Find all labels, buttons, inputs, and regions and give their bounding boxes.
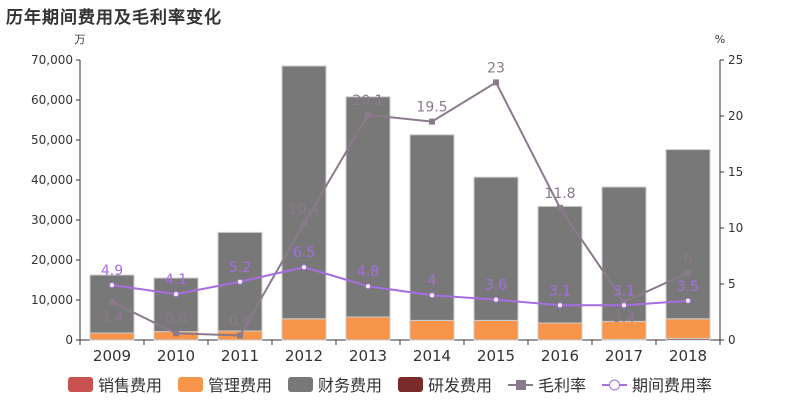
bar-管理费用: [89, 332, 135, 341]
left-axis-unit: 万: [75, 33, 86, 46]
x-tick-label: 2009: [93, 347, 131, 365]
x-tick-label: 2013: [349, 347, 387, 365]
point-期间费用率: [301, 264, 307, 271]
data-label-期间费用率: 3.5: [677, 279, 699, 295]
x-tick-label: 2017: [605, 347, 643, 365]
x-tick-label: 2011: [221, 347, 259, 365]
legend-swatch-管理费用: [178, 377, 203, 392]
legend-label: 财务费用: [318, 376, 382, 395]
x-tick-label: 2016: [541, 347, 579, 365]
point-毛利率: [109, 298, 115, 305]
point-期间费用率: [109, 282, 115, 289]
left-tick-label: 60,000: [31, 93, 73, 107]
point-期间费用率: [429, 292, 435, 299]
legend-label: 管理费用: [208, 376, 272, 395]
data-label-毛利率: 6: [684, 251, 693, 267]
bar-财务费用: [281, 65, 327, 320]
legend-swatch-财务费用: [288, 377, 313, 392]
x-tick-label: 2018: [669, 347, 707, 365]
x-tick-label: 2014: [413, 347, 451, 365]
data-label-期间费用率: 6.5: [293, 245, 315, 261]
point-毛利率: [365, 111, 371, 118]
data-label-期间费用率: 4.1: [165, 272, 187, 288]
left-tick-label: 30,000: [31, 213, 73, 227]
point-期间费用率: [173, 291, 179, 298]
left-tick-label: 50,000: [31, 133, 73, 147]
legend-label: 期间费用率: [632, 376, 712, 395]
data-label-期间费用率: 3.1: [549, 283, 571, 299]
bar-财务费用: [409, 134, 455, 321]
left-tick-label: 0: [65, 333, 73, 347]
point-期间费用率: [365, 283, 371, 290]
bar-管理费用: [345, 316, 391, 341]
point-毛利率: [429, 118, 435, 125]
data-label-毛利率: 0.4: [229, 314, 251, 330]
right-tick-label: 20: [728, 109, 743, 123]
point-毛利率: [301, 220, 307, 227]
data-label-毛利率: 3.4: [613, 310, 635, 326]
data-label-期间费用率: 5.2: [229, 260, 251, 276]
data-label-毛利率: 3.4: [101, 310, 123, 326]
point-期间费用率: [557, 302, 563, 309]
point-期间费用率: [621, 302, 627, 309]
data-label-毛利率: 11.8: [544, 186, 575, 202]
data-label-期间费用率: 4.8: [357, 264, 379, 280]
point-毛利率: [493, 79, 499, 86]
right-tick-label: 5: [728, 277, 736, 291]
point-期间费用率: [237, 278, 243, 285]
bar-管理费用: [665, 318, 711, 339]
data-label-毛利率: 0.6: [165, 311, 187, 327]
left-tick-label: 70,000: [31, 53, 73, 67]
legend-swatch-研发费用: [398, 377, 423, 392]
right-tick-label: 0: [728, 333, 736, 347]
legend-swatch-销售费用: [68, 377, 93, 392]
point-毛利率: [685, 269, 691, 276]
data-label-毛利率: 20.1: [352, 93, 383, 109]
legend-marker: [516, 380, 526, 390]
data-label-期间费用率: 4.9: [101, 263, 123, 279]
right-tick-label: 15: [728, 165, 743, 179]
line-毛利率: [111, 80, 689, 337]
point-毛利率: [621, 298, 627, 305]
point-期间费用率: [685, 297, 691, 304]
bar-管理费用: [409, 319, 455, 341]
point-毛利率: [237, 332, 243, 339]
bar-财务费用: [153, 277, 199, 333]
data-label-毛利率: 19.5: [416, 100, 447, 116]
chart-title: 历年期间费用及毛利率变化: [6, 8, 222, 28]
legend-label: 研发费用: [428, 376, 492, 395]
data-label-期间费用率: 4: [428, 273, 437, 289]
legend-label: 销售费用: [98, 376, 162, 395]
x-tick-label: 2015: [477, 347, 515, 365]
point-毛利率: [557, 204, 563, 211]
bar-财务费用: [665, 149, 711, 320]
bar-管理费用: [537, 322, 583, 341]
data-label-毛利率: 10.4: [288, 202, 319, 218]
data-label-期间费用率: 3.1: [613, 283, 635, 299]
x-tick-label: 2010: [157, 347, 195, 365]
right-axis-unit: %: [715, 33, 725, 46]
bar-财务费用: [473, 176, 519, 321]
line-期间费用率: [111, 266, 689, 307]
data-label-期间费用率: 3.6: [485, 278, 507, 294]
legend-marker: [609, 379, 620, 391]
right-tick-label: 25: [728, 53, 743, 67]
bar-管理费用: [281, 318, 327, 341]
point-期间费用率: [493, 296, 499, 303]
bar-管理费用: [473, 319, 519, 341]
right-tick-label: 10: [728, 221, 743, 235]
legend-label: 毛利率: [538, 376, 586, 395]
bar-财务费用: [345, 96, 391, 318]
left-tick-label: 20,000: [31, 253, 73, 267]
data-label-毛利率: 23: [487, 60, 505, 76]
x-tick-label: 2012: [285, 347, 323, 365]
left-tick-label: 10,000: [31, 293, 73, 307]
point-毛利率: [173, 330, 179, 337]
left-tick-label: 40,000: [31, 173, 73, 187]
